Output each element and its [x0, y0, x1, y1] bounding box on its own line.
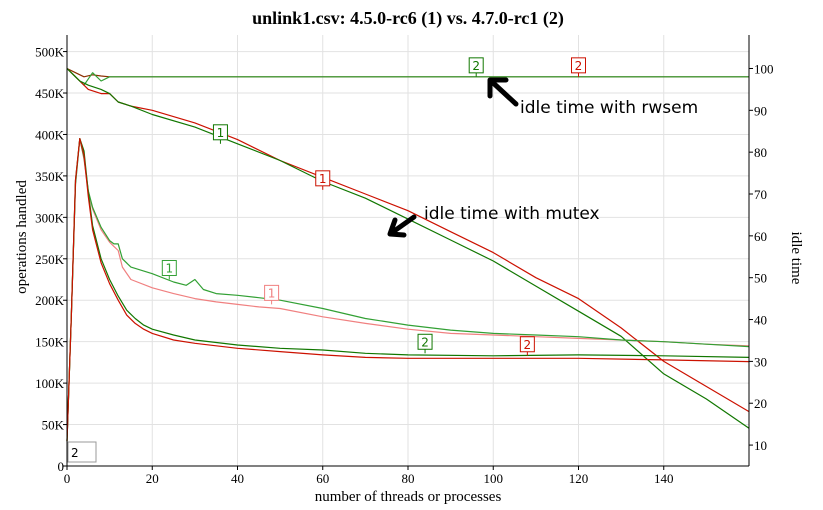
series-label-box [161, 260, 177, 277]
series-label-6: 2 [417, 333, 433, 354]
chart-title: unlink1.csv: 4.5.0-rc6 (1) vs. 4.7.0-rc1… [252, 8, 564, 29]
series-label-box [571, 57, 586, 74]
x-tick-label: 20 [146, 471, 159, 486]
x-tick-label: 60 [316, 471, 329, 486]
series-label-box [212, 124, 228, 141]
series-label-text: 2 [421, 335, 429, 349]
series-label-text: 2 [524, 338, 532, 352]
y-tick-label: 300K [35, 210, 65, 225]
y2-tick-label: 80 [754, 145, 767, 160]
series-label-2: 1 [212, 124, 228, 144]
series-label-0: 2 [468, 57, 484, 77]
series-layer [66, 67, 750, 442]
series-line-7 [66, 138, 750, 442]
series-labels: 2 2 1 1 1 1 2 2 [161, 57, 586, 356]
series-line-6 [66, 138, 750, 442]
series-label-text: 1 [319, 172, 327, 186]
x-tick-label: 80 [402, 471, 415, 486]
y-tick-label: 500K [35, 45, 65, 60]
y2-tick-label: 90 [754, 103, 767, 118]
x-tick-label: 140 [654, 471, 674, 486]
series-label-text: 1 [165, 262, 173, 276]
arrow-mutex-icon [387, 214, 417, 238]
series-label-box [417, 333, 433, 350]
series-label-5: 1 [264, 284, 280, 305]
legend-box: 2 [67, 441, 97, 463]
annotation-mutex-text: idle time with mutex [424, 204, 600, 224]
series-label-box [519, 336, 535, 353]
series-label-7: 2 [519, 336, 535, 356]
series-label-3: 1 [315, 170, 331, 190]
arrow-rwsem-icon [487, 77, 519, 107]
y-tick-label: 350K [35, 169, 65, 184]
series-label-box [264, 284, 280, 301]
x-tick-label: 100 [484, 471, 504, 486]
y2-tick-label: 10 [754, 438, 767, 453]
y2-tick-label: 20 [754, 396, 767, 411]
grid [67, 35, 749, 466]
y2-tick-label: 40 [754, 313, 767, 328]
y-tick-label: 250K [35, 252, 65, 267]
legend-box-label: 2 [71, 446, 79, 460]
series-line-5 [66, 138, 750, 442]
x-tick-label: 0 [64, 471, 71, 486]
y-axis-label: operations handled [14, 180, 30, 294]
series-line-3 [66, 68, 750, 429]
annotation-mutex: idle time with mutex [387, 204, 600, 238]
series-label-text: 2 [575, 59, 583, 73]
x-axis-label: number of threads or processes [315, 489, 502, 505]
y-tick-label: 150K [35, 335, 65, 350]
y2-tick-label: 70 [754, 187, 767, 202]
y2-tick-label: 30 [754, 354, 767, 369]
series-label-text: 1 [268, 286, 276, 300]
x-tick-label: 40 [231, 471, 244, 486]
series-label-text: 1 [217, 126, 225, 140]
y2-tick-label: 50 [754, 271, 767, 286]
annotation-rwsem-text: idle time with rwsem [520, 98, 698, 118]
series-label-box [315, 170, 331, 187]
y2-tick-label: 60 [754, 229, 767, 244]
y-tick-label: 50K [42, 418, 65, 433]
series-label-box [468, 57, 484, 74]
y-tick-label: 200K [35, 293, 65, 308]
series-label-4: 1 [161, 260, 177, 280]
annotation-rwsem: idle time with rwsem [487, 77, 698, 118]
y-tick-label: 450K [35, 86, 65, 101]
ticks: 0 20 40 60 80 100 120 140050K100K150K200K250K30… [35, 45, 773, 486]
y2-tick-label: 100 [754, 61, 774, 76]
x-tick-label: 120 [569, 471, 589, 486]
series-label-text: 2 [472, 59, 480, 73]
y-tick-label: 0 [58, 459, 65, 474]
y-tick-label: 100K [35, 376, 65, 391]
series-label-1: 2 [571, 57, 586, 77]
y-tick-label: 400K [35, 127, 65, 142]
y2-axis-label: idle time [788, 232, 804, 285]
